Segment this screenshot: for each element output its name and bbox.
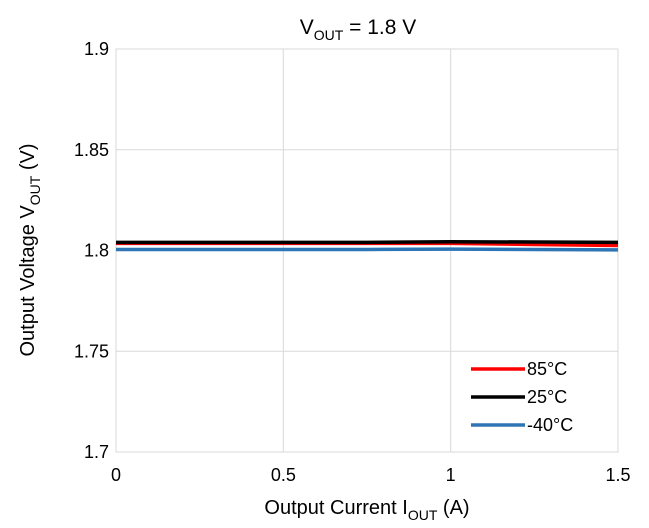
series-layer <box>116 240 619 252</box>
x-tick-label: 1.5 <box>605 465 630 485</box>
y-axis-label-main: Output Voltage V <box>17 205 39 357</box>
chart-title: VOUT = 1.8 V <box>300 16 417 43</box>
y-axis-label: Output Voltage VOUT (V) <box>17 143 43 356</box>
tick-labels: 1.7 1.75 1.8 1.85 1.9 0 0.5 1 1.5 <box>74 39 631 485</box>
x-axis-label-main: Output Current I <box>264 497 407 519</box>
x-tick-label: 0 <box>111 465 121 485</box>
x-axis-label: Output Current IOUT (A) <box>264 497 469 523</box>
series-line-2 <box>116 247 619 252</box>
x-axis-label-sub: OUT <box>408 507 438 523</box>
x-axis-label-rest: (A) <box>437 497 469 519</box>
x-tick-label: 0.5 <box>271 465 296 485</box>
y-tick-label: 1.9 <box>84 39 109 59</box>
y-tick-label: 1.85 <box>74 140 109 160</box>
y-tick-label: 1.7 <box>84 442 109 462</box>
y-tick-label: 1.8 <box>84 241 109 261</box>
chart-title-main: V <box>300 16 314 39</box>
y-axis-label-sub: OUT <box>27 175 43 205</box>
legend-label-2: -40°C <box>527 415 573 435</box>
chart-title-rest: = 1.8 V <box>343 16 416 39</box>
legend-label-1: 25°C <box>527 387 567 407</box>
y-tick-label: 1.75 <box>74 341 109 361</box>
x-tick-label: 1 <box>446 465 456 485</box>
legend: 85°C 25°C -40°C <box>471 359 573 435</box>
series-line-1 <box>116 240 619 245</box>
y-axis-label-rest: (V) <box>17 143 39 175</box>
chart-title-sub: OUT <box>314 27 344 43</box>
legend-label-0: 85°C <box>527 359 567 379</box>
